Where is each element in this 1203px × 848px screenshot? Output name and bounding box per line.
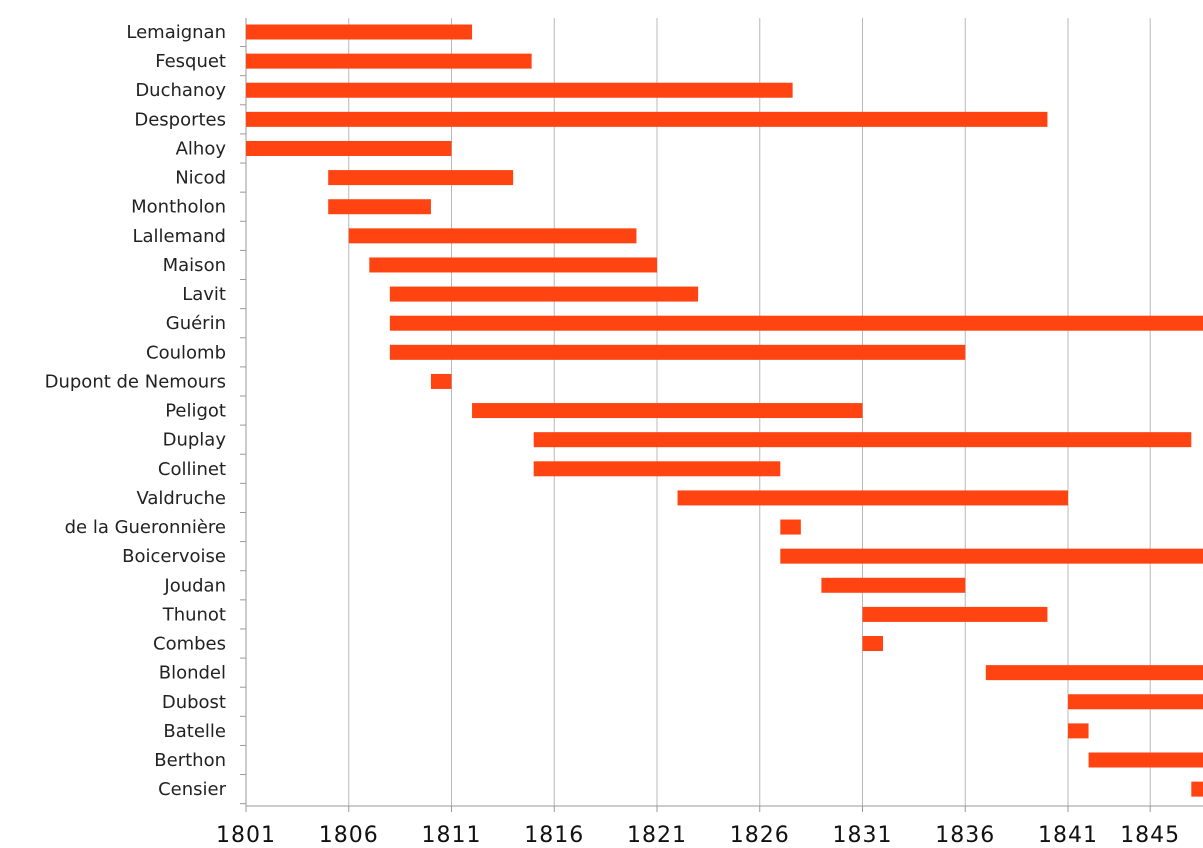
x-tick-label: 1801 (216, 823, 276, 848)
bar (328, 170, 514, 186)
row-label: Nicod (175, 168, 226, 189)
bar (246, 140, 452, 156)
bar (780, 519, 801, 535)
row-label: Valdruche (136, 488, 226, 509)
row-label: Lavit (182, 284, 226, 305)
bar (780, 548, 1203, 564)
x-tick-label: 1841 (1038, 823, 1098, 848)
row-label: Blondel (159, 663, 226, 684)
bar (533, 461, 781, 477)
bar (389, 315, 1203, 331)
bar (389, 344, 966, 360)
row-label: de la Gueronnière (65, 517, 226, 538)
row-label: Batelle (163, 721, 226, 742)
bar (533, 432, 1192, 448)
bar (1191, 781, 1203, 797)
row-label: Alhoy (176, 138, 227, 159)
x-tick-label: 1806 (319, 823, 379, 848)
row-label: Joudan (163, 575, 226, 596)
bar (369, 257, 657, 273)
bar (246, 82, 793, 98)
x-tick-label: 1811 (422, 823, 482, 848)
bar (862, 636, 884, 652)
row-label: Coulomb (146, 342, 226, 363)
bar (430, 373, 452, 389)
x-tick-label: 1836 (935, 823, 995, 848)
bar (1068, 694, 1203, 710)
x-tick-label: 1845 (1120, 823, 1180, 848)
bar (246, 24, 473, 40)
row-label: Thunot (162, 604, 226, 625)
row-label: Lallemand (132, 226, 226, 247)
bars (246, 24, 1203, 797)
row-label: Duchanoy (135, 80, 226, 101)
row-label: Dubost (162, 692, 226, 713)
row-tick-marks (240, 46, 246, 805)
x-tick-label: 1831 (833, 823, 893, 848)
bar (348, 228, 637, 244)
bar (677, 490, 1068, 506)
bar (389, 286, 699, 302)
x-tick-label: 1826 (730, 823, 790, 848)
bar (472, 403, 863, 419)
bar (821, 577, 966, 593)
row-label: Boicervoise (122, 546, 226, 567)
row-label: Dupont de Nemours (45, 371, 226, 392)
row-label: Combes (153, 634, 226, 655)
bar (246, 111, 1048, 127)
row-label: Berthon (154, 750, 226, 771)
row-label: Lemaignan (126, 22, 226, 43)
bar (328, 199, 431, 215)
row-label: Duplay (163, 430, 227, 451)
x-tick-label: 1821 (627, 823, 687, 848)
bar (246, 53, 532, 69)
bar (1068, 723, 1089, 739)
row-label: Collinet (158, 459, 226, 480)
row-label: Maison (163, 255, 226, 276)
x-tick-label: 1816 (524, 823, 584, 848)
row-label: Guérin (166, 313, 226, 334)
bar (985, 665, 1203, 681)
row-label: Fesquet (155, 51, 226, 72)
row-labels: Lemaignan Fesquet Duchanoy Desportes Alhoy Ni… (45, 22, 227, 800)
bar (1088, 752, 1203, 768)
row-label: Montholon (131, 197, 226, 218)
row-label: Peligot (165, 401, 226, 422)
x-tick-labels: 1801 1806 1811 1816 1821 1826 1831 1836 1841 1845 (216, 806, 1180, 848)
bar (862, 606, 1048, 622)
row-label: Censier (158, 779, 227, 800)
row-label: Desportes (134, 109, 226, 130)
